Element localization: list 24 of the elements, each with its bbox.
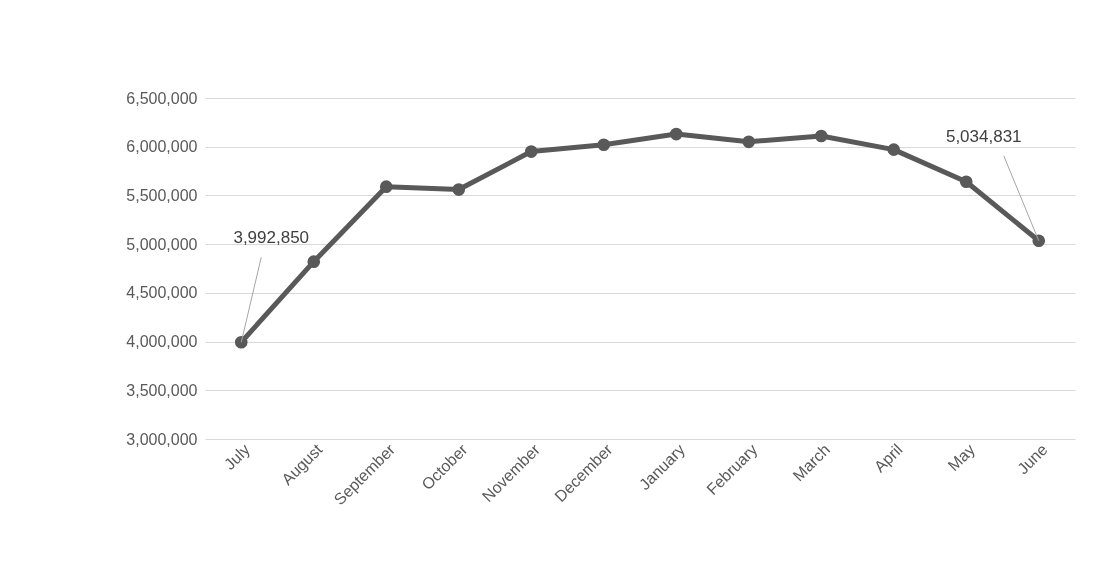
point: [742, 135, 756, 149]
data-label: 5,034,831: [945, 126, 1022, 146]
point: [959, 175, 973, 189]
point: [234, 335, 248, 349]
x-tick-label: May: [944, 440, 979, 475]
point: [597, 138, 611, 152]
y-tick-label: 6,500,000: [126, 89, 198, 107]
y-tick-label: 4,000,000: [126, 333, 198, 351]
y-tick-label: 5,000,000: [126, 235, 198, 253]
point: [452, 183, 466, 196]
y-tick-label: 5,500,000: [126, 186, 198, 204]
point: [669, 127, 683, 141]
point: [814, 129, 828, 143]
point: [1032, 234, 1046, 248]
x-tick-label: July: [220, 440, 254, 473]
data-label: 3,992,850: [233, 228, 310, 248]
point: [524, 145, 538, 158]
y-tick-label: 6,000,000: [126, 138, 198, 156]
point: [887, 143, 901, 156]
point: [307, 255, 321, 268]
point: [379, 180, 393, 193]
y-tick-label: 4,500,000: [126, 284, 198, 302]
y-tick-label: 3,500,000: [126, 381, 198, 399]
y-tick-label: 3,000,000: [126, 430, 198, 448]
